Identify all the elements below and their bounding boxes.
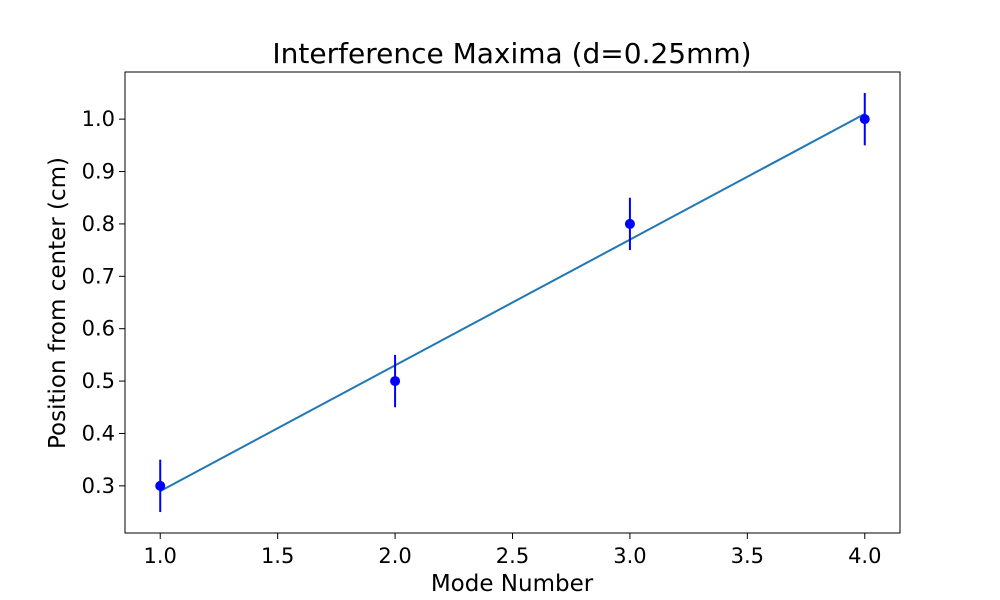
y-axis-label: Position from center (cm)	[45, 157, 71, 449]
x-tick-label: 3.5	[731, 544, 764, 568]
y-tick-label: 0.9	[82, 160, 115, 184]
plot-area	[155, 92, 870, 513]
x-tick-label: 1.5	[261, 544, 294, 568]
y-tick-label: 0.3	[82, 474, 115, 498]
y-tick-label: 0.8	[82, 212, 115, 236]
data-point	[859, 114, 870, 125]
x-axis-label: Mode Number	[431, 571, 594, 597]
y-tick-label: 0.7	[82, 264, 115, 288]
data-point	[155, 480, 166, 491]
y-axis: 0.3 0.4 0.5 0.6 0.7 0.8 0.9 1.0	[82, 107, 125, 498]
data-point	[390, 376, 401, 387]
fit-line	[159, 113, 866, 492]
x-tick-label: 2.0	[378, 544, 411, 568]
y-tick-label: 0.4	[82, 421, 115, 445]
x-tick-label: 2.5	[496, 544, 529, 568]
x-axis: 1.0 1.5 2.0 2.5 3.0 3.5 4.0	[144, 533, 881, 568]
y-tick-label: 0.5	[82, 369, 115, 393]
data-point	[624, 218, 635, 229]
y-tick-label: 0.6	[82, 317, 115, 341]
x-tick-label: 4.0	[848, 544, 881, 568]
x-tick-label: 1.0	[144, 544, 177, 568]
y-tick-label: 1.0	[82, 107, 115, 131]
chart-title: Interference Maxima (d=0.25mm)	[272, 37, 751, 70]
x-tick-label: 3.0	[613, 544, 646, 568]
